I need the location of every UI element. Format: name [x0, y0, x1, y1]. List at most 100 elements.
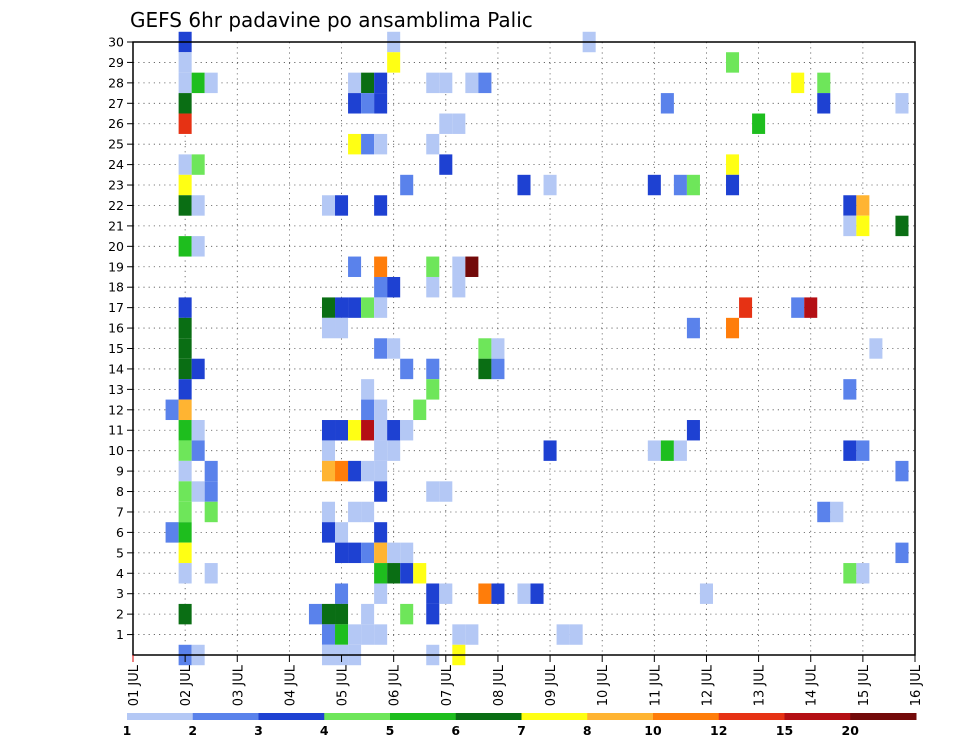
y-tick-label: 18 — [108, 280, 124, 295]
heatmap-cell — [361, 460, 375, 482]
heatmap-cell — [374, 481, 388, 502]
y-tick-label: 5 — [116, 545, 124, 560]
legend-label: 4 — [320, 723, 329, 738]
heatmap-cell — [426, 379, 440, 400]
heatmap-cell — [374, 624, 388, 645]
heatmap-cell — [321, 522, 336, 543]
heatmap-cell — [673, 174, 687, 196]
y-tick-label: 21 — [108, 218, 124, 233]
heatmap-cell — [321, 195, 336, 216]
x-tick-label: 01 JUL — [127, 664, 142, 706]
heatmap-cell — [817, 72, 831, 94]
y-tick-label: 16 — [108, 321, 124, 336]
y-tick-label: 14 — [108, 361, 124, 376]
legend-swatch — [324, 713, 391, 720]
heatmap-cell — [830, 501, 844, 523]
legend-swatch — [850, 713, 917, 720]
heatmap-cell — [348, 420, 362, 441]
y-tick-label: 28 — [108, 75, 124, 90]
y-tick-label: 29 — [108, 55, 124, 70]
heatmap-cell — [895, 93, 909, 114]
heatmap-cell — [673, 440, 687, 461]
heatmap-cell — [426, 481, 440, 502]
heatmap-cell — [178, 501, 192, 523]
y-tick-label: 4 — [116, 566, 124, 581]
heatmap-cell — [178, 460, 192, 482]
heatmap-cell — [165, 522, 179, 543]
heatmap-cell — [491, 338, 505, 359]
legend-swatch — [521, 713, 588, 720]
y-tick-label: 3 — [116, 586, 124, 601]
heatmap-cell — [374, 338, 388, 359]
heatmap-cell — [856, 195, 870, 216]
x-axis-tick-labels: 01 JUL 02 JUL 03 JUL 04 JUL 05 JUL 06 JUL 07 J… — [127, 664, 924, 706]
heatmap-cell — [791, 297, 805, 318]
heatmap-cell — [426, 603, 440, 625]
legend-label: 15 — [776, 723, 793, 738]
heatmap-cell — [191, 440, 205, 461]
heatmap-cell — [178, 358, 192, 380]
heatmap-cell — [321, 420, 336, 441]
heatmap-cell — [400, 420, 414, 441]
heatmap-cell — [178, 379, 192, 400]
y-tick-label: 9 — [116, 464, 124, 479]
heatmap-cell — [647, 440, 661, 461]
heatmap-cell — [178, 317, 192, 339]
heatmap-cell — [361, 399, 375, 421]
x-tick-label: 13 JUL — [753, 664, 768, 706]
heatmap-cell — [204, 72, 218, 94]
heatmap-cell — [335, 542, 349, 564]
heatmap-cell — [348, 542, 362, 564]
legend-swatch — [455, 713, 522, 720]
heatmap-cell — [361, 603, 375, 625]
heatmap-cell — [374, 276, 388, 298]
heatmap-cell — [191, 481, 205, 502]
y-tick-label: 25 — [108, 137, 124, 152]
heatmap-cell — [348, 297, 362, 318]
heatmap-cell — [426, 276, 440, 298]
heatmap-cell — [348, 460, 362, 482]
heatmap-cell — [178, 113, 192, 134]
heatmap-cell — [556, 624, 570, 645]
legend-swatch — [192, 713, 259, 720]
heatmap-cell — [321, 440, 336, 461]
heatmap-cell — [361, 624, 375, 645]
heatmap-cell — [439, 154, 453, 175]
heatmap-cell — [348, 501, 362, 523]
heatmap-cell — [321, 317, 336, 339]
heatmap-cell — [335, 460, 349, 482]
heatmap-cell — [400, 174, 414, 196]
heatmap-cell — [726, 317, 740, 339]
x-tick-label: 14 JUL — [805, 664, 820, 706]
x-tick-label: 06 JUL — [388, 664, 403, 706]
y-tick-label: 1 — [116, 627, 124, 642]
heatmap-cell — [439, 481, 453, 502]
y-tick-label: 17 — [108, 300, 124, 315]
heatmap-cell — [335, 195, 349, 216]
heatmap-cell — [569, 624, 583, 645]
heatmap-cell — [335, 317, 349, 339]
heatmap-cell — [374, 195, 388, 216]
x-tick-label: 04 JUL — [283, 664, 298, 706]
heatmap-cell — [191, 195, 205, 216]
heatmap-cell — [478, 358, 492, 380]
heatmap-cell — [178, 522, 192, 543]
heatmap-cell — [387, 338, 401, 359]
x-tick-label: 11 JUL — [648, 664, 663, 706]
heatmap-cell — [321, 501, 336, 523]
heatmap-cell — [361, 542, 375, 564]
heatmap-cell — [452, 276, 466, 298]
heatmap-cell — [178, 93, 192, 114]
heatmap-cell — [178, 420, 192, 441]
heatmap-cell — [361, 501, 375, 523]
heatmap-cell — [491, 358, 505, 380]
heatmap-cell — [686, 174, 700, 196]
heatmap-cell — [191, 154, 205, 175]
heatmap-cell — [686, 420, 700, 441]
heatmap-cell — [348, 72, 362, 94]
heatmap-cell — [387, 420, 401, 441]
heatmap-cell — [895, 542, 909, 564]
heatmap-cell — [543, 174, 557, 196]
heatmap-cell — [400, 563, 414, 584]
heatmap-cell — [204, 501, 218, 523]
